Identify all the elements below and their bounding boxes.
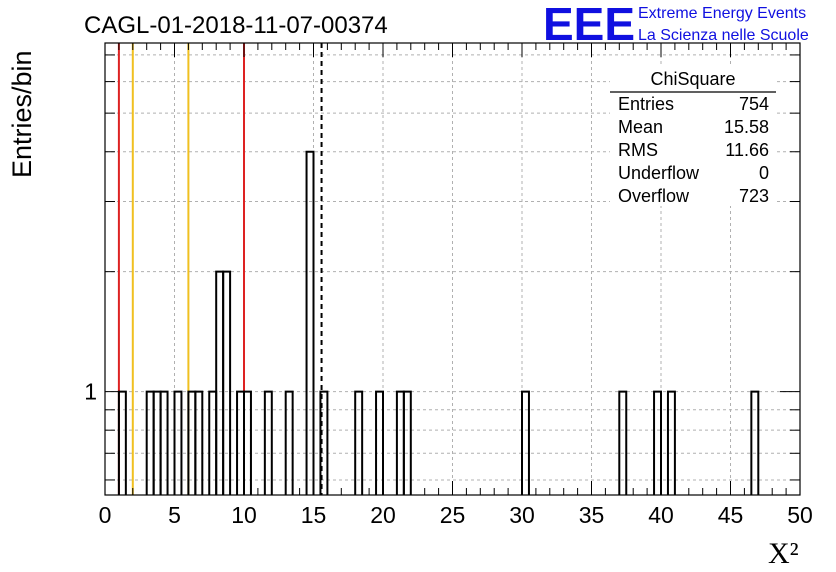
eee-logo: EEE Extreme Energy Events La Scienza nel… (543, 0, 809, 50)
x-tick-label: 5 (168, 502, 181, 528)
histogram-bin (284, 390, 294, 495)
x-tick-label: 40 (648, 502, 674, 528)
x-tick-label: 0 (99, 502, 112, 528)
x-axis-label: X² (768, 537, 799, 570)
y-axis-label: Entries/bin (7, 50, 37, 178)
x-tick-label: 20 (370, 502, 396, 528)
logo-line1: Extreme Energy Events (638, 5, 806, 22)
histogram-bin (375, 390, 384, 495)
stats-title: ChiSquare (650, 69, 735, 89)
stats-label: Underflow (618, 163, 700, 183)
histogram-bin (666, 390, 676, 495)
stats-label: RMS (618, 140, 658, 160)
histogram-bin (215, 270, 225, 495)
histogram-bin (521, 390, 530, 495)
histogram-bin (653, 390, 662, 495)
x-tick-label: 35 (579, 502, 605, 528)
chart-title: CAGL-01-2018-11-07-00374 (84, 12, 388, 39)
y-tick-labels: 1 (84, 379, 97, 405)
plot-frame (104, 42, 801, 496)
stats-value: 0 (759, 163, 769, 183)
logo-mark: EEE (543, 0, 635, 50)
stats-label: Overflow (618, 186, 690, 206)
stats-value: 723 (739, 186, 769, 206)
histogram-bin (222, 270, 232, 495)
histogram-bin (263, 390, 273, 495)
histogram-bin (750, 390, 760, 495)
histogram-bins (117, 150, 760, 495)
histogram-bin (243, 390, 252, 495)
histogram-bin (305, 150, 315, 495)
histogram-bin (618, 390, 628, 495)
histogram-bin (159, 390, 169, 495)
stats-box: ChiSquare Entries 754 Mean 15.58 RMS 11.66 Und… (610, 66, 776, 206)
x-tick-label: 50 (787, 502, 813, 528)
stats-label: Entries (618, 94, 674, 114)
x-tick-labels: 0 5 10 15 20 25 30 35 40 45 50 (99, 502, 813, 528)
histogram-bin (194, 390, 204, 495)
logo-line2: La Scienza nelle Scuole (638, 27, 809, 44)
histogram-bin (354, 390, 364, 495)
stats-box-bg (610, 66, 776, 206)
y-tick-label: 1 (84, 379, 97, 405)
reference-lines (117, 43, 323, 495)
x-tick-label: 30 (509, 502, 535, 528)
histogram-bin (173, 390, 183, 495)
x-tick-label: 25 (440, 502, 466, 528)
stats-value: 754 (739, 94, 769, 114)
x-tick-label: 45 (718, 502, 744, 528)
stats-value: 11.66 (725, 140, 769, 160)
x-tick-label: 15 (301, 502, 327, 528)
histogram-bin (319, 390, 329, 495)
x-tick-label: 10 (231, 502, 257, 528)
histogram-bin (402, 390, 412, 495)
stats-label: Mean (618, 117, 663, 137)
stats-value: 15.58 (724, 117, 769, 137)
